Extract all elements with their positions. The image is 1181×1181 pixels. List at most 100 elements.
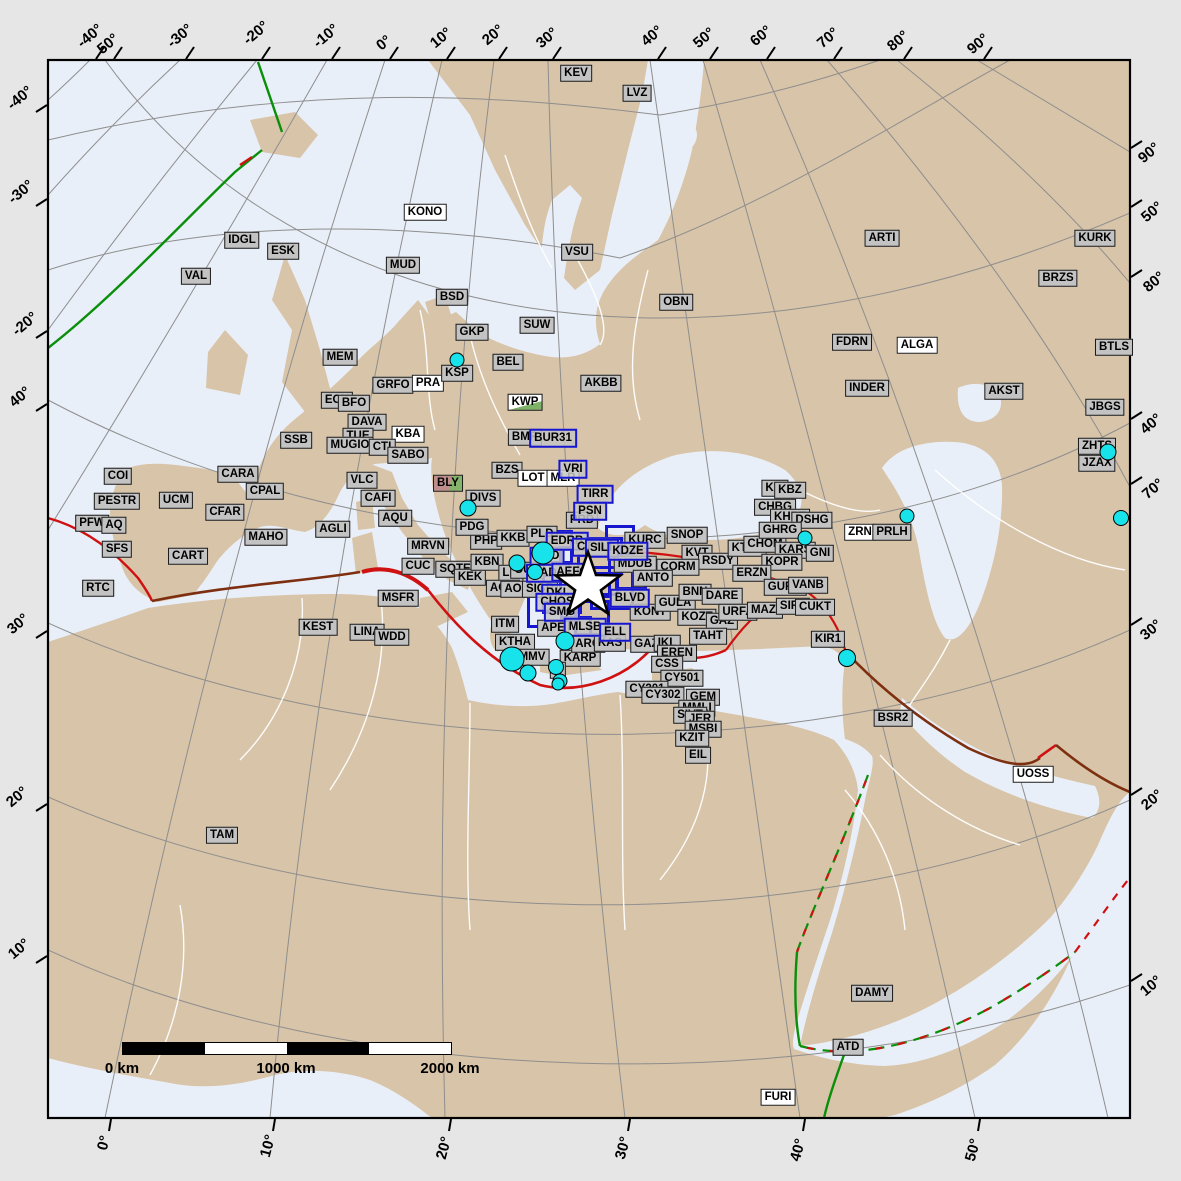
station-label-zrn: ZRN (844, 523, 876, 541)
station-label-erzn: ERZN (732, 564, 772, 582)
station-label-itm: ITM (491, 615, 519, 633)
station-label-pra: PRA (411, 374, 445, 392)
station-label-pestr: PESTR (93, 492, 141, 510)
station-marker-dot (531, 541, 555, 565)
station-marker-dot (1099, 443, 1117, 461)
station-label-cara: CARA (217, 465, 259, 483)
axis-tick (113, 46, 123, 60)
station-label-msfr: MSFR (377, 589, 419, 607)
station-label-gkp: GKP (455, 323, 489, 341)
station-label-kono: KONO (403, 203, 447, 221)
station-label-btls: BTLS (1094, 338, 1134, 356)
station-label-cpal: CPAL (245, 482, 285, 500)
station-label-cfar: CFAR (205, 503, 245, 521)
station-label-rtc: RTC (82, 579, 114, 597)
scale-segment (123, 1043, 205, 1054)
station-label-dare: DARE (701, 587, 743, 605)
map-frame (46, 58, 1132, 1120)
axis-tick (627, 1118, 631, 1132)
station-label-ucm: UCM (158, 491, 194, 509)
station-label-kwp: KWP (507, 393, 543, 411)
axis-tick (1130, 140, 1143, 149)
axis-tick (261, 46, 271, 60)
station-label-pdg: PDG (455, 518, 489, 536)
station-label-kurk: KURK (1074, 229, 1116, 247)
axis-tick (35, 403, 48, 412)
axis-tick (802, 1118, 806, 1132)
station-label-wdd: WDD (374, 628, 410, 646)
station-label-akst: AKST (984, 382, 1024, 400)
station-label-aq: AQ (101, 516, 127, 534)
station-label-bsr2: BSR2 (873, 709, 913, 727)
station-marker-dot (508, 554, 526, 572)
axis-tick (977, 1118, 981, 1132)
station-label-kba: KBA (391, 425, 425, 443)
axis-tick (389, 46, 399, 60)
station-label-cuc: CUC (401, 557, 435, 575)
station-label-ssb: SSB (280, 431, 312, 449)
axis-tick (552, 46, 562, 60)
station-label-gni: GNI (805, 544, 835, 562)
station-label-kbn: KBN (470, 553, 504, 571)
station-label-kdze: KDZE (607, 541, 649, 561)
station-marker-dot (519, 664, 537, 682)
scale-segment (369, 1043, 451, 1054)
station-label-bfo: BFO (337, 394, 371, 412)
station-marker-dot (449, 352, 465, 368)
station-label-bsd: BSD (435, 288, 469, 306)
station-label-kopr: KOPR (761, 553, 803, 571)
station-label-brzs: BRZS (1038, 269, 1078, 287)
station-label-vlc: VLC (346, 471, 378, 489)
station-label-bzs: BZS (491, 461, 523, 479)
axis-tick (1130, 269, 1143, 278)
epicenter-star (551, 548, 625, 617)
axis-tick (709, 46, 719, 60)
axis-tick (1130, 476, 1143, 485)
station-label-bur31: BUR31 (529, 428, 577, 448)
axis-tick (446, 46, 456, 60)
station-marker-dot (1113, 510, 1129, 526)
station-marker-dot (459, 499, 477, 517)
scale-segment (287, 1043, 369, 1054)
station-label-alga: ALGA (896, 336, 938, 354)
station-label-cy501: CY501 (660, 669, 704, 687)
inland-seas-layer (541, 116, 1100, 818)
station-label-bel: BEL (492, 353, 524, 371)
station-label-kek: KEK (453, 568, 487, 586)
scale-label-2000km: 2000 km (420, 1060, 480, 1077)
station-label-cafi: CAFI (360, 489, 396, 507)
station-label-kbz: KBZ (774, 481, 806, 499)
station-label-furi: FURI (760, 1088, 796, 1106)
station-label-dshg: DSHG (791, 511, 833, 529)
station-label-akbb: AKBB (580, 374, 622, 392)
axis-tick (35, 803, 48, 812)
station-label-mrvn: MRVN (407, 537, 449, 555)
station-label-sabo: SABO (387, 446, 429, 464)
station-label-prlh: PRLH (872, 523, 912, 541)
station-label-vri: VRI (558, 459, 588, 479)
axis-tick (766, 46, 776, 60)
station-marker-dot (838, 649, 856, 667)
station-label-lvz: LVZ (622, 84, 652, 102)
station-marker-dot (527, 564, 543, 580)
station-label-mud: MUD (385, 256, 421, 274)
axis-tick (448, 1118, 452, 1132)
axis-tick (498, 46, 508, 60)
station-label-coi: COI (103, 467, 133, 485)
station-label-cy302: CY302 (641, 686, 685, 704)
station-label-lot: LOT (517, 469, 549, 487)
station-label-taht: TAHT (689, 627, 727, 645)
axis-tick (35, 198, 48, 207)
axis-tick (35, 630, 48, 639)
axis-tick (1130, 617, 1143, 626)
station-label-tam: TAM (205, 826, 239, 844)
station-label-uoss: UOSS (1012, 765, 1054, 783)
graticule-layer (48, 60, 1130, 1118)
station-label-esk: ESK (267, 242, 299, 260)
station-label-agli: AGLI (315, 520, 351, 538)
axis-tick (35, 330, 48, 339)
scale-label-0km: 0 km (104, 1060, 140, 1077)
axis-tick (1130, 973, 1143, 982)
station-label-anto: ANTO (632, 569, 674, 587)
